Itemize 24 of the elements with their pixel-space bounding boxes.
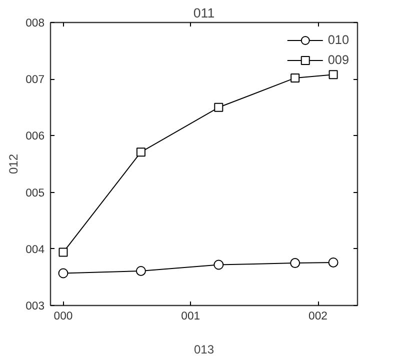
x-tick-label: 002 <box>308 310 328 322</box>
point <box>58 268 68 278</box>
y-tick-label: 005 <box>26 187 45 200</box>
y-tick-label: 008 <box>26 18 45 30</box>
point <box>136 266 146 276</box>
x-tick-label: 001 <box>181 310 200 322</box>
x-axis-title: 013 <box>194 342 214 356</box>
y-tick-label: 003 <box>26 300 45 312</box>
legend-label: 010 <box>328 33 349 47</box>
point <box>214 260 224 270</box>
point <box>328 257 338 268</box>
y-tick-label: 006 <box>26 130 45 143</box>
point <box>290 73 300 82</box>
point <box>136 148 146 157</box>
point <box>290 258 300 268</box>
chart-title: 011 <box>193 6 215 20</box>
point <box>328 70 338 80</box>
point <box>214 102 224 112</box>
y-tick-label: 004 <box>26 244 45 256</box>
legend-label: 009 <box>328 53 349 67</box>
point <box>58 248 68 257</box>
y-tick-label: 007 <box>26 74 45 86</box>
x-tick-label: 000 <box>54 310 73 322</box>
y-axis-title: 012 <box>6 154 21 174</box>
